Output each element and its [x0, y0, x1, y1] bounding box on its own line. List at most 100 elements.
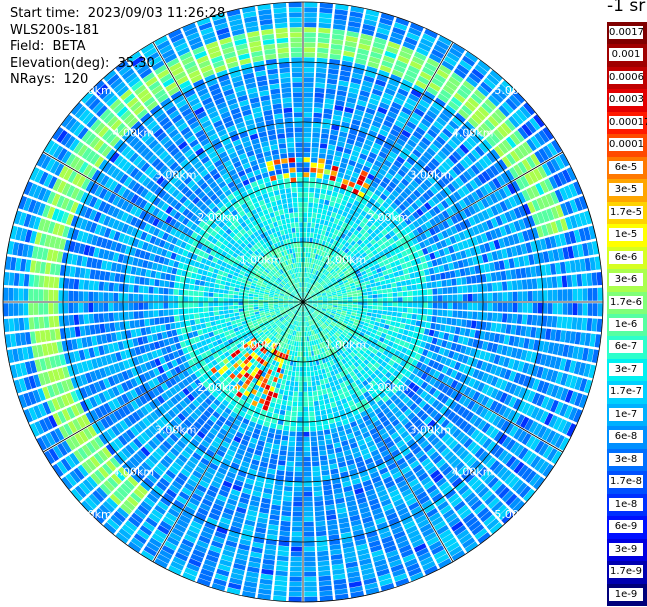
range-grid [2, 1, 604, 603]
colorbar-swatch: 3e-9 [607, 538, 647, 562]
azimuth-spoke [42, 151, 304, 303]
colorbar-unit: -1 sr [607, 0, 646, 16]
colorbar-tick-label: 3e-6 [609, 273, 643, 287]
instrument-name: WLS200s-181 [10, 22, 100, 38]
colorbar-swatch: 1.7e-8 [607, 471, 647, 495]
range-label: 1.00km [325, 338, 367, 351]
colorbar-tick-label: 0.0001 [609, 138, 644, 152]
range-label: 5.00km [70, 508, 112, 521]
nrays-label: NRays: [10, 72, 56, 87]
ppi-scan-plot: 1.00km 1.00km 1.00km 1.00km 2.00km 2.00km 2.00… [2, 1, 604, 603]
azimuth-spoke [302, 301, 454, 563]
colorbar-swatch: 6e-9 [607, 516, 647, 540]
colorbar-tick-label: 0.0006 [609, 70, 644, 84]
nrays-value: 120 [63, 72, 89, 87]
elevation-line: Elevation(deg): 35.30 [10, 56, 225, 73]
range-label: 4.00km [452, 466, 494, 479]
colorbar-tick-label: 1e-8 [609, 497, 643, 511]
field-label: Field: [10, 39, 45, 54]
colorbar-tick-label: 1.7e-6 [609, 295, 643, 309]
start-time-value: 2023/09/03 11:26:28 [87, 6, 226, 21]
range-label: 5.00km [494, 84, 536, 97]
colorbar-swatch: 1e-8 [607, 493, 647, 517]
azimuth-spoke [42, 301, 304, 453]
field-value: BETA [52, 39, 86, 54]
backscatter-field [3, 2, 603, 602]
colorbar-tick-label: 0.0003 [609, 93, 644, 107]
colorbar-swatch: 6e-5 [607, 156, 647, 180]
colorbar-tick-label: 0.00017 [609, 115, 647, 129]
range-label: 1.00km [240, 338, 282, 351]
colorbar-swatch: 6e-7 [607, 336, 647, 360]
azimuth-spoke [152, 41, 304, 303]
colorbar-tick-label: 1e-9 [609, 587, 643, 601]
azimuth-spoke [302, 41, 454, 303]
colorbar-swatch: 0.00017 [607, 111, 647, 135]
colorbar-tick-label: 6e-7 [609, 340, 643, 354]
colorbar-tick-label: 6e-9 [609, 520, 643, 534]
range-label: 5.00km [70, 84, 112, 97]
start-time-label: Start time: [10, 6, 80, 21]
colorbar-tick-label: 1.7e-5 [609, 205, 643, 219]
scan-info-panel: Start time: 2023/09/03 11:26:28 WLS200s-… [10, 6, 225, 89]
colorbar-swatch: 0.0017 [607, 22, 647, 45]
range-label: 2.00km [197, 211, 239, 224]
colorbar-tick-label: 1.7e-9 [609, 565, 643, 579]
range-label: 4.00km [452, 126, 494, 139]
range-label: 3.00km [409, 423, 451, 436]
range-label: 2.00km [197, 381, 239, 394]
range-label: 1.00km [240, 254, 282, 267]
start-time-line: Start time: 2023/09/03 11:26:28 [10, 6, 225, 23]
colorbar-swatch: 0.0006 [607, 66, 647, 90]
range-label: 2.00km [367, 211, 409, 224]
colorbar-tick-label: 6e-8 [609, 430, 643, 444]
colorbar-tick-label: 6e-6 [609, 250, 643, 264]
azimuth-spoke [302, 301, 564, 453]
colorbar: 0.0017 0.001 0.0006 0.0003 0.00017 0.0001 6e-5… [607, 22, 647, 607]
colorbar-tick-label: 1e-5 [609, 228, 643, 242]
colorbar-swatch: 0.0001 [607, 134, 647, 158]
colorbar-swatch: 1.7e-9 [607, 561, 647, 585]
colorbar-swatch: 0.0003 [607, 89, 647, 113]
range-label: 4.00km [113, 466, 155, 479]
colorbar-tick-label: 1.7e-8 [609, 475, 643, 489]
azimuth-spoke [152, 301, 304, 563]
colorbar-tick-label: 3e-8 [609, 452, 643, 466]
range-label: 1.00km [325, 254, 367, 267]
colorbar-tick-label: 0.0017 [609, 26, 644, 39]
colorbar-swatch: 1e-9 [607, 583, 647, 607]
colorbar-swatch: 1e-5 [607, 224, 647, 248]
colorbar-tick-label: 3e-7 [609, 362, 643, 376]
colorbar-swatch: 3e-6 [607, 269, 647, 293]
colorbar-tick-label: 1.7e-7 [609, 385, 643, 399]
field-line: Field: BETA [10, 39, 225, 56]
colorbar-swatch: 1e-6 [607, 314, 647, 337]
range-label: 3.00km [155, 423, 197, 436]
range-label: 3.00km [155, 169, 197, 182]
colorbar-tick-label: 0.001 [609, 48, 643, 62]
colorbar-tick-label: 3e-9 [609, 542, 643, 556]
elevation-label: Elevation(deg): [10, 55, 110, 71]
elevation-value: 35.30 [117, 55, 155, 71]
colorbar-swatch: 3e-7 [607, 358, 647, 382]
range-label: 3.00km [409, 169, 451, 182]
colorbar-swatch: 1.7e-7 [607, 381, 647, 405]
azimuth-spoke [302, 151, 564, 303]
colorbar-swatch: 3e-5 [607, 179, 647, 203]
colorbar-swatch: 6e-6 [607, 246, 647, 270]
range-label: 4.00km [113, 126, 155, 139]
colorbar-swatch: 1.7e-5 [607, 201, 647, 225]
range-label: 2.00km [367, 381, 409, 394]
colorbar-swatch: 0.001 [607, 44, 647, 68]
nrays-line: NRays: 120 [10, 72, 225, 89]
colorbar-tick-label: 1e-6 [609, 318, 643, 331]
range-label: 5.00km [494, 508, 536, 521]
colorbar-swatch: 1.7e-6 [607, 291, 647, 315]
colorbar-tick-label: 6e-5 [609, 160, 643, 174]
colorbar-tick-label: 1e-7 [609, 407, 643, 421]
colorbar-swatch: 1e-7 [607, 403, 647, 427]
colorbar-swatch: 6e-8 [607, 426, 647, 450]
colorbar-swatch: 3e-8 [607, 448, 647, 472]
colorbar-tick-label: 3e-5 [609, 183, 643, 197]
range-labels: 1.00km 1.00km 1.00km 1.00km 2.00km 2.00km 2.00… [70, 84, 536, 521]
